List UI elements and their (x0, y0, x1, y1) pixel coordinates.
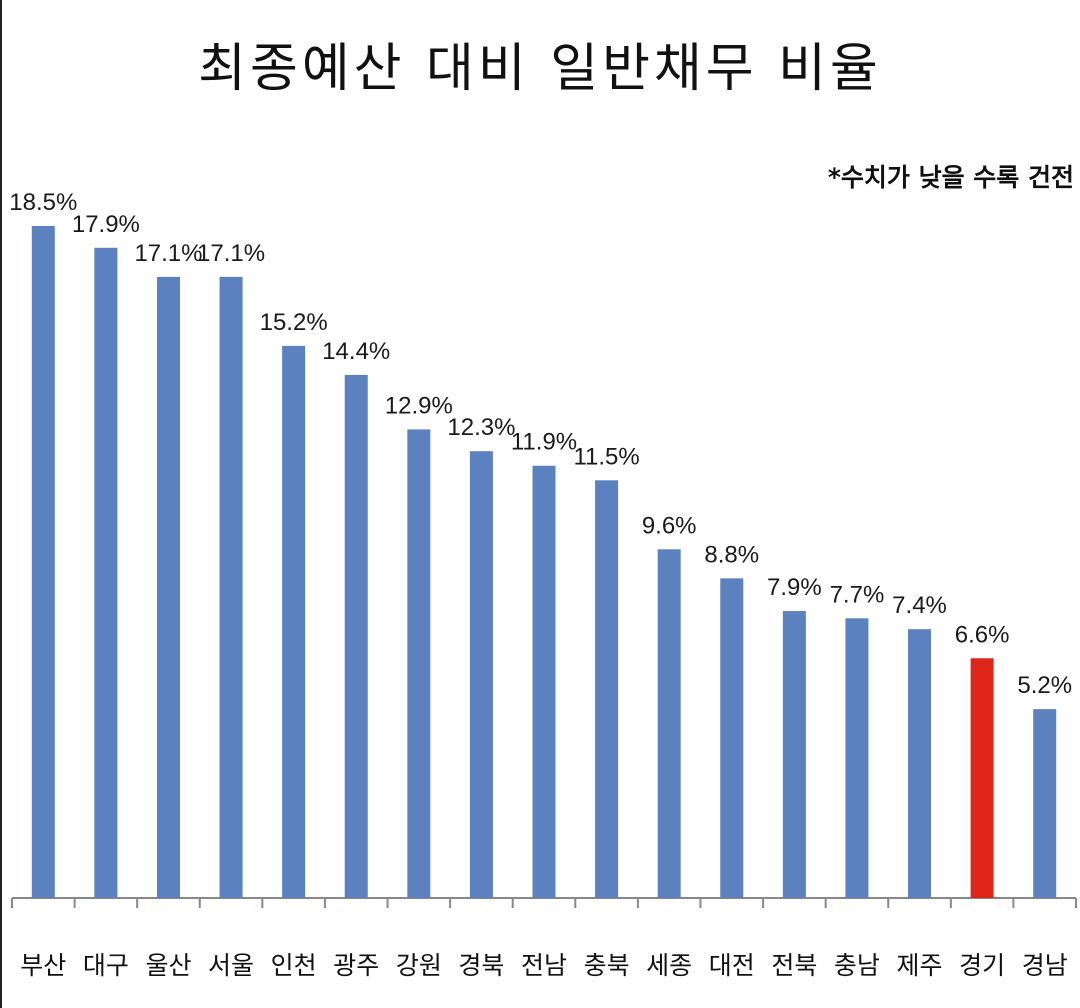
value-label-6: 12.9% (385, 392, 453, 419)
category-label-0: 부산 (20, 951, 66, 980)
bar-0 (31, 226, 55, 898)
category-label-14: 제주 (897, 951, 943, 980)
bar-13 (845, 618, 869, 898)
value-label-15: 6.6% (955, 621, 1010, 648)
chart-note: *수치가 낮을 수록 건전 (827, 163, 1074, 192)
category-label-4: 인천 (271, 951, 317, 980)
category-labels: 부산 대구 울산 서울 인천 광주 강원 경북 전남 충북 세종 대전 전북 충남 제주 경기 경남 (20, 951, 1067, 980)
category-label-16: 경남 (1022, 951, 1068, 980)
value-label-8: 11.9% (511, 429, 577, 456)
category-label-9: 충북 (584, 951, 630, 980)
bar-6 (407, 429, 431, 898)
category-label-13: 충남 (834, 951, 880, 980)
value-label-3: 17.1% (197, 240, 265, 267)
value-label-10: 9.6% (642, 512, 697, 539)
bar-11 (720, 578, 744, 898)
value-label-13: 7.7% (830, 581, 885, 608)
bar-3 (219, 276, 243, 898)
category-label-12: 전북 (771, 951, 817, 980)
value-label-2: 17.1% (134, 240, 202, 267)
left-border (0, 0, 2, 1008)
chart-title: 최종예산 대비 일반채무 비율 (198, 39, 882, 99)
bar-15 (970, 658, 994, 898)
bars (31, 226, 1057, 899)
bar-1 (94, 247, 118, 898)
value-label-12: 7.9% (767, 574, 822, 601)
bar-14 (908, 629, 932, 898)
bar-16 (1033, 709, 1057, 898)
bar-4 (282, 345, 306, 899)
category-label-2: 울산 (145, 951, 191, 980)
category-label-5: 광주 (333, 951, 379, 980)
bar-2 (156, 276, 180, 898)
category-label-11: 대전 (709, 951, 755, 980)
value-label-9: 11.5% (573, 443, 639, 470)
category-label-10: 세종 (646, 951, 692, 980)
bar-8 (532, 465, 556, 898)
value-label-16: 5.2% (1017, 672, 1072, 699)
bar-7 (469, 451, 493, 898)
bar-12 (782, 611, 806, 898)
value-label-4: 15.2% (260, 309, 328, 336)
category-label-1: 대구 (83, 951, 129, 980)
category-label-7: 경북 (458, 951, 504, 980)
category-label-15: 경기 (959, 951, 1005, 980)
value-labels: 18.5%17.9%17.1%17.1%15.2%14.4%12.9%12.3%… (9, 189, 1072, 699)
value-label-14: 7.4% (892, 592, 947, 619)
bar-10 (657, 549, 681, 898)
category-label-3: 서울 (208, 951, 254, 980)
value-label-7: 12.3% (447, 414, 515, 441)
value-label-0: 18.5% (9, 189, 77, 216)
category-label-6: 강원 (396, 951, 442, 980)
x-axis-ticks (11, 898, 1077, 908)
category-label-8: 전남 (521, 951, 567, 980)
bar-5 (344, 374, 368, 899)
bar-9 (595, 480, 619, 898)
value-label-1: 17.9% (72, 211, 140, 238)
value-label-5: 14.4% (322, 338, 390, 365)
value-label-11: 8.8% (704, 541, 759, 568)
